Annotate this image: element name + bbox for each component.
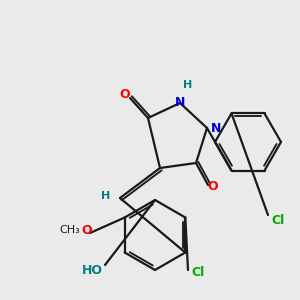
Text: N: N	[211, 122, 221, 134]
Text: CH₃: CH₃	[59, 225, 80, 235]
Text: O: O	[81, 224, 92, 236]
Text: N: N	[175, 95, 185, 109]
Text: Cl: Cl	[191, 266, 204, 280]
Text: HO: HO	[82, 265, 103, 278]
Text: H: H	[101, 191, 111, 201]
Text: H: H	[183, 80, 193, 90]
Text: O: O	[208, 181, 218, 194]
Text: O: O	[120, 88, 130, 100]
Text: Cl: Cl	[271, 214, 284, 226]
